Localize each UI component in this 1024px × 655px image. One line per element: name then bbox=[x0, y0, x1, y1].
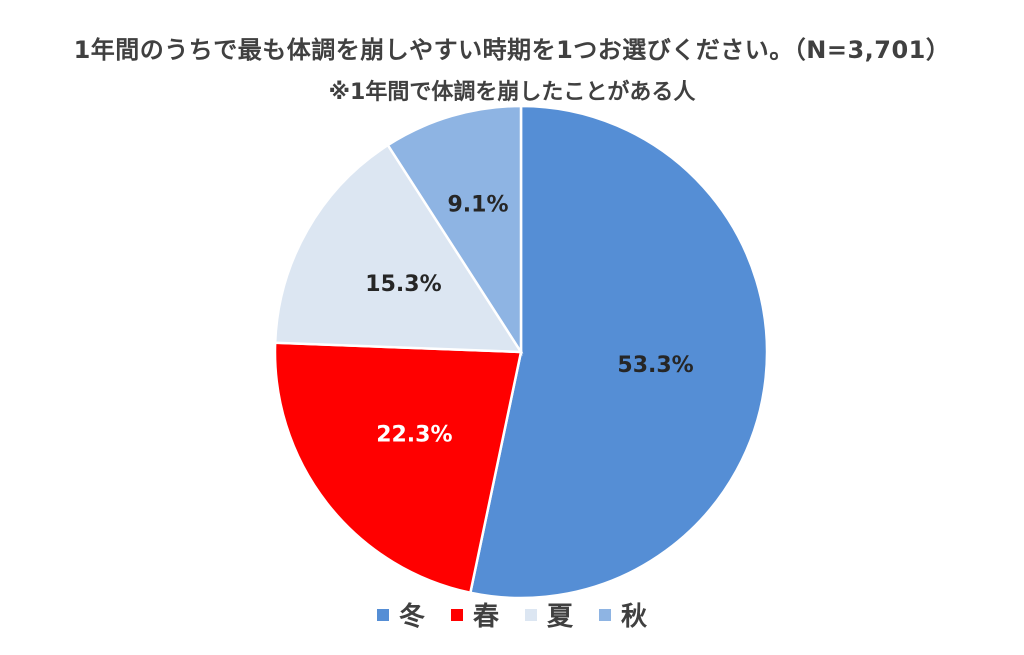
chart-legend: 冬 春 夏 秋 bbox=[0, 596, 1024, 633]
legend-swatch-spring bbox=[450, 608, 463, 621]
pie-slice-summer bbox=[273, 143, 524, 354]
legend-swatch-winter bbox=[376, 608, 389, 621]
legend-swatch-summer bbox=[525, 608, 537, 621]
legend-label-spring: 春 bbox=[472, 602, 499, 632]
legend-item-winter: 冬 bbox=[376, 596, 425, 633]
data-label-spring: 22.3% bbox=[376, 422, 452, 447]
pie-slice-autumn bbox=[386, 104, 523, 357]
legend-label-autumn: 秋 bbox=[621, 602, 648, 632]
legend-label-winter: 冬 bbox=[398, 602, 425, 632]
legend-item-autumn: 秋 bbox=[599, 596, 647, 633]
data-label-winter: 53.3% bbox=[617, 353, 693, 378]
pie-slice-spring bbox=[273, 341, 523, 595]
data-label-autumn: 9.1% bbox=[447, 193, 508, 218]
legend-item-spring: 春 bbox=[450, 596, 499, 633]
pie-slice-winter bbox=[468, 104, 769, 600]
chart-subtitle: ※1年間で体調を崩したことがある人 bbox=[328, 80, 696, 105]
chart-title: 1年間のうちで最も体調を崩しやすい時期を1つお選びください。（N=3,701） bbox=[73, 36, 951, 64]
legend-swatch-autumn bbox=[599, 608, 612, 621]
legend-label-summer: 夏 bbox=[547, 602, 574, 632]
legend-item-summer: 夏 bbox=[525, 596, 573, 633]
data-label-summer: 15.3% bbox=[365, 272, 441, 297]
